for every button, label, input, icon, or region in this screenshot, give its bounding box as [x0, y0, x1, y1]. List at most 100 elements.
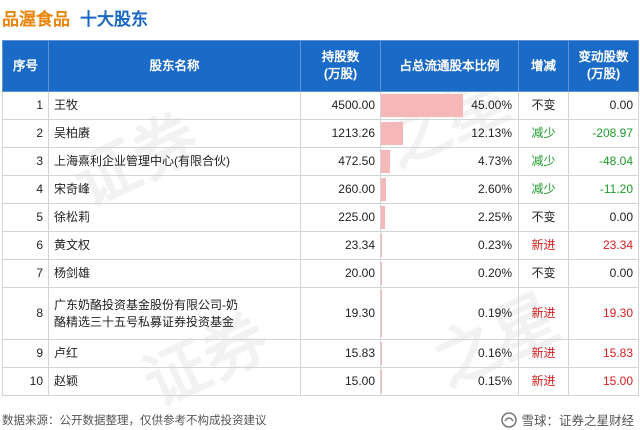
row-no-text: 4 — [36, 182, 43, 196]
table-row: 10 赵颖 15.00 0.15% 新进 15.00 — [2, 367, 639, 396]
row-name-text: 上海熹利企业管理中心(有限合伙) — [54, 154, 230, 168]
row-ratio: 4.73% — [380, 147, 519, 176]
row-name-text: 卢红 — [54, 346, 79, 360]
row-delta: 19.30 — [568, 287, 639, 340]
row-change-text: 新进 — [531, 374, 556, 388]
row-no: 8 — [2, 287, 49, 340]
row-change-text: 不变 — [531, 98, 556, 112]
header-delta-line2: (万股) — [586, 67, 621, 81]
row-hold-text: 23.34 — [344, 238, 375, 252]
table-row: 1 王牧 4500.00 45.00% 不变 0.00 — [2, 91, 639, 120]
row-name: 广东奶酪投资基金股份有限公司-奶 酪精选三十五号私募证券投资基金 — [48, 287, 301, 340]
page-title: 十大股东 — [80, 9, 148, 29]
shareholders-table: 序号 股东名称 持股数 (万股) 占总流通股本比例 增减 变动股数 (万股) 1… — [2, 40, 639, 396]
row-change-text: 减少 — [531, 126, 556, 140]
row-hold: 1213.26 — [300, 119, 381, 148]
row-hold-text: 15.00 — [344, 374, 375, 388]
row-hold-text: 1213.26 — [331, 126, 375, 140]
row-delta: 0.00 — [568, 259, 639, 288]
row-no: 7 — [2, 259, 49, 288]
row-ratio: 0.23% — [380, 231, 519, 260]
table-row: 2 吴柏赓 1213.26 12.13% 减少 -208.97 — [2, 119, 639, 148]
row-change: 不变 — [518, 91, 569, 120]
row-change: 减少 — [518, 147, 569, 176]
row-hold-text: 472.50 — [338, 154, 375, 168]
row-no-text: 7 — [36, 266, 43, 280]
row-ratio-text: 0.19% — [477, 306, 512, 320]
row-name: 徐松莉 — [48, 203, 301, 232]
row-hold-text: 260.00 — [338, 182, 375, 196]
header-no: 序号 — [2, 40, 49, 92]
row-name: 杨剑雄 — [48, 259, 301, 288]
table-row: 9 卢红 15.83 0.16% 新进 15.83 — [2, 339, 639, 368]
header-name: 股东名称 — [48, 40, 301, 92]
row-hold: 472.50 — [300, 147, 381, 176]
row-name-text: 吴柏赓 — [54, 126, 91, 140]
row-ratio-text: 4.73% — [477, 154, 512, 168]
row-name-text: 黄文权 — [54, 238, 91, 252]
row-name-text: 杨剑雄 — [54, 266, 91, 280]
row-no-text: 1 — [36, 98, 43, 112]
row-ratio: 0.19% — [380, 287, 519, 340]
row-delta: -208.97 — [568, 119, 639, 148]
row-no: 10 — [2, 367, 49, 396]
title-row: 品渥食品 十大股东 — [2, 4, 148, 30]
brand: 雪球：证券之星财经 — [501, 410, 634, 429]
row-change: 新进 — [518, 339, 569, 368]
ratio-bar — [381, 206, 386, 229]
ratio-bar — [381, 150, 390, 173]
row-name: 宋奇峰 — [48, 175, 301, 204]
row-change-text: 新进 — [531, 306, 556, 320]
row-no: 4 — [2, 175, 49, 204]
row-hold: 20.00 — [300, 259, 381, 288]
row-hold-text: 225.00 — [338, 210, 375, 224]
row-ratio: 2.25% — [380, 203, 519, 232]
row-ratio-text: 0.23% — [477, 238, 512, 252]
row-name-text: 徐松莉 — [54, 210, 91, 224]
row-change: 新进 — [518, 287, 569, 340]
table-row: 5 徐松莉 225.00 2.25% 不变 0.00 — [2, 203, 639, 232]
row-hold: 15.83 — [300, 339, 381, 368]
header-hold: 持股数 (万股) — [300, 40, 381, 92]
row-ratio: 0.15% — [380, 367, 519, 396]
row-ratio-text: 0.20% — [477, 266, 512, 280]
row-delta-text: 19.30 — [602, 306, 633, 320]
row-name-text: 王牧 — [54, 98, 79, 112]
row-name: 王牧 — [48, 91, 301, 120]
row-hold: 19.30 — [300, 287, 381, 340]
header-delta-line1: 变动股数 — [578, 50, 629, 64]
row-change-text: 减少 — [531, 182, 556, 196]
header-hold-line1: 持股数 — [321, 50, 360, 64]
row-delta-text: 0.00 — [609, 266, 633, 280]
row-ratio: 2.60% — [380, 175, 519, 204]
row-delta-text: 15.83 — [602, 346, 633, 360]
row-no-text: 6 — [36, 238, 43, 252]
header-change: 增减 — [518, 40, 569, 92]
row-no-text: 8 — [36, 306, 43, 320]
row-delta-text: 15.00 — [602, 374, 633, 388]
row-no: 1 — [2, 91, 49, 120]
row-ratio-text: 0.15% — [477, 374, 512, 388]
row-change: 不变 — [518, 259, 569, 288]
row-name: 黄文权 — [48, 231, 301, 260]
row-hold: 15.00 — [300, 367, 381, 396]
row-hold-text: 20.00 — [344, 266, 375, 280]
ratio-bar — [381, 178, 386, 201]
row-delta: 15.83 — [568, 339, 639, 368]
row-name-text: 赵颖 — [54, 374, 79, 388]
snowball-logo-icon — [501, 411, 518, 428]
row-no: 5 — [2, 203, 49, 232]
data-source-note: 数据来源：公开数据整理，仅供参考不构成投资建议 — [2, 415, 267, 427]
row-delta: 15.00 — [568, 367, 639, 396]
row-hold: 225.00 — [300, 203, 381, 232]
row-no-text: 9 — [36, 346, 43, 360]
table-row: 4 宋奇峰 260.00 2.60% 减少 -11.20 — [2, 175, 639, 204]
row-name: 上海熹利企业管理中心(有限合伙) — [48, 147, 301, 176]
row-hold: 4500.00 — [300, 91, 381, 120]
row-hold-text: 19.30 — [344, 306, 375, 320]
row-ratio: 0.16% — [380, 339, 519, 368]
row-no: 9 — [2, 339, 49, 368]
row-change: 不变 — [518, 203, 569, 232]
table-row: 7 杨剑雄 20.00 0.20% 不变 0.00 — [2, 259, 639, 288]
header-hold-line2: (万股) — [323, 67, 358, 81]
